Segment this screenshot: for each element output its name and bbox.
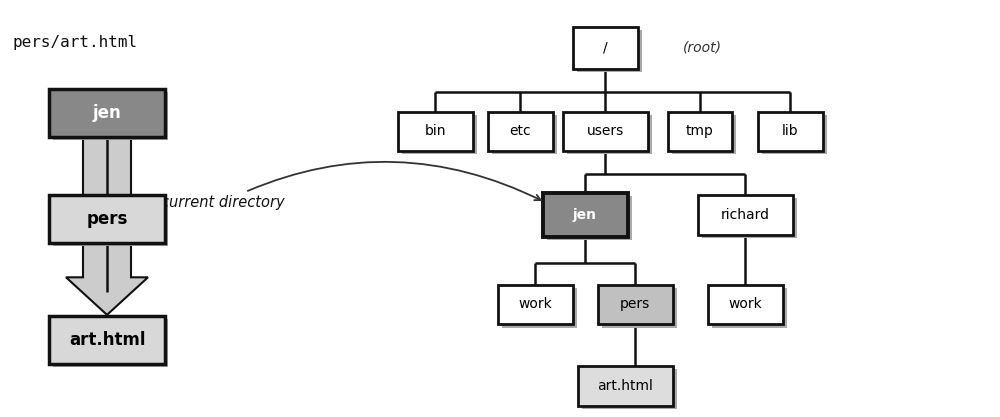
FancyBboxPatch shape [576, 30, 642, 72]
FancyBboxPatch shape [542, 193, 628, 237]
FancyBboxPatch shape [402, 115, 477, 154]
Text: pers: pers [620, 297, 650, 311]
FancyBboxPatch shape [49, 89, 164, 137]
FancyBboxPatch shape [488, 111, 552, 151]
FancyBboxPatch shape [562, 111, 648, 151]
Text: work: work [518, 297, 552, 311]
FancyBboxPatch shape [53, 92, 168, 140]
Polygon shape [66, 137, 148, 315]
FancyBboxPatch shape [546, 196, 632, 240]
Text: current directory: current directory [161, 162, 541, 210]
Text: art.html: art.html [69, 331, 145, 349]
FancyBboxPatch shape [498, 284, 572, 324]
Text: richard: richard [720, 208, 770, 222]
FancyBboxPatch shape [398, 111, 473, 151]
FancyBboxPatch shape [698, 195, 792, 234]
FancyBboxPatch shape [668, 111, 732, 151]
Text: etc: etc [509, 124, 531, 138]
FancyBboxPatch shape [49, 195, 164, 243]
FancyBboxPatch shape [672, 115, 736, 154]
FancyBboxPatch shape [572, 27, 638, 69]
Text: users: users [586, 124, 624, 138]
Text: (root): (root) [682, 41, 722, 55]
Text: lib: lib [782, 124, 798, 138]
Text: jen: jen [93, 103, 121, 122]
FancyBboxPatch shape [712, 288, 786, 328]
Text: /: / [603, 41, 607, 55]
FancyBboxPatch shape [598, 284, 672, 324]
FancyBboxPatch shape [582, 369, 676, 409]
Text: tmp: tmp [686, 124, 714, 138]
Text: jen: jen [573, 208, 597, 222]
FancyBboxPatch shape [492, 115, 556, 154]
Text: pers/art.html: pers/art.html [12, 35, 137, 50]
FancyBboxPatch shape [708, 284, 782, 324]
FancyBboxPatch shape [762, 115, 826, 154]
FancyBboxPatch shape [702, 198, 796, 238]
Text: pers: pers [86, 210, 128, 228]
FancyBboxPatch shape [53, 319, 168, 367]
Text: bin: bin [424, 124, 446, 138]
FancyBboxPatch shape [602, 288, 676, 328]
FancyBboxPatch shape [758, 111, 822, 151]
FancyBboxPatch shape [502, 288, 576, 328]
Text: work: work [728, 297, 762, 311]
Text: art.html: art.html [597, 379, 653, 393]
FancyBboxPatch shape [578, 366, 672, 405]
FancyBboxPatch shape [53, 198, 168, 246]
FancyBboxPatch shape [566, 115, 652, 154]
FancyBboxPatch shape [49, 316, 164, 364]
